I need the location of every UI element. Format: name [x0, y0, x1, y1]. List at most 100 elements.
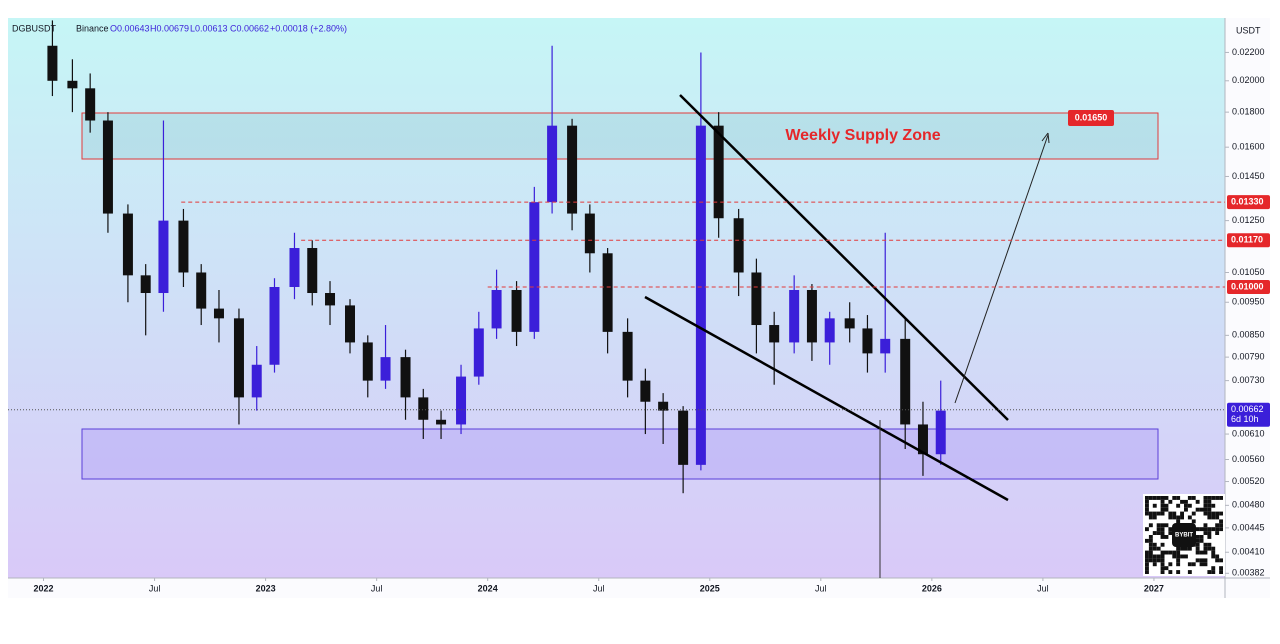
candle-body: [213, 308, 224, 319]
candle-body: [584, 213, 595, 254]
y-tick-label: 0.00950: [1232, 297, 1265, 307]
qr-cell: [1199, 562, 1204, 567]
y-tick-label: 0.01800: [1232, 107, 1265, 117]
qr-cell: [1180, 499, 1184, 504]
currency: USDT: [1236, 25, 1261, 35]
symbol: DGBUSDT: [12, 23, 57, 33]
qr-cell: [1145, 558, 1149, 563]
y-tick-label: 0.02200: [1232, 47, 1265, 57]
qr-cell: [1187, 515, 1192, 520]
qr-cell: [1160, 503, 1165, 508]
qr-cell: [1203, 550, 1208, 555]
qr-cell: [1207, 499, 1212, 504]
qr-cell: [1180, 511, 1184, 516]
qr-cell: [1156, 523, 1161, 528]
qr-cell: [1160, 550, 1165, 555]
qr-cell: [1148, 523, 1153, 528]
y-tick-label: 0.01450: [1232, 171, 1265, 181]
qr-cell: [1207, 511, 1212, 516]
qr-cell: [1172, 550, 1177, 555]
y-tick-label: 0.00850: [1232, 330, 1265, 340]
qr-cell: [1172, 496, 1177, 500]
arrow-head: [1041, 132, 1050, 144]
qr-cell: [1207, 535, 1212, 539]
qr-cell: [1164, 550, 1169, 555]
qr-cell: [1187, 570, 1192, 574]
projection-arrow: [954, 134, 1049, 404]
qr-cell: [1215, 527, 1220, 532]
candle-body: [102, 120, 113, 214]
qr-cell: [1207, 515, 1212, 520]
candle-body: [824, 318, 835, 343]
qr-code: BYBIT: [1143, 494, 1225, 576]
qr-cell: [1219, 519, 1223, 524]
candle-body: [47, 45, 58, 81]
qr-cell: [1219, 570, 1223, 574]
qr-cell: [1160, 511, 1165, 516]
qr-cell: [1203, 507, 1208, 512]
legend: DGBUSDT Binance O0.00643 H0.00679 L0.006…: [12, 23, 347, 33]
qr-cell: [1191, 519, 1196, 524]
qr-cell: [1148, 554, 1153, 559]
close: C0.00662: [230, 23, 269, 33]
qr-cell: [1164, 535, 1169, 539]
candle-body: [713, 125, 724, 219]
qr-cell: [1145, 503, 1149, 508]
y-tick-label: 0.00382: [1232, 568, 1265, 578]
candle-body: [678, 410, 689, 465]
qr-cell: [1195, 558, 1200, 563]
qr-logo: [1172, 523, 1196, 547]
candle-body: [418, 397, 429, 420]
qr-cell: [1168, 527, 1173, 532]
candle-body: [491, 289, 502, 329]
qr-cell: [1145, 499, 1149, 504]
qr-cell: [1207, 503, 1212, 508]
candle-body: [380, 357, 391, 381]
qr-cell: [1145, 511, 1149, 516]
qr-cell: [1219, 523, 1223, 528]
qr-cell: [1203, 558, 1208, 563]
candle-body: [140, 275, 151, 294]
trend-line: [679, 94, 1009, 421]
qr-cell: [1156, 531, 1161, 535]
qr-cell: [1172, 554, 1177, 559]
qr-cell: [1152, 558, 1157, 563]
qr-cell: [1211, 503, 1216, 508]
qr-cell: [1152, 554, 1157, 559]
time-axis: [8, 578, 1225, 598]
qr-cell: [1156, 558, 1161, 563]
qr-cell: [1203, 546, 1208, 551]
qr-cell: [1219, 566, 1223, 571]
qr-cell: [1211, 566, 1216, 571]
qr-cell: [1164, 507, 1169, 512]
x-tick-label: Jul: [815, 583, 827, 593]
qr-cell: [1191, 511, 1196, 516]
qr-cell: [1164, 566, 1169, 571]
candle-body: [769, 325, 780, 343]
candle-body: [269, 287, 280, 365]
qr-cell: [1180, 554, 1184, 559]
qr-cell: [1203, 496, 1208, 500]
candle-body: [733, 218, 744, 273]
supply-zone: [81, 112, 1159, 160]
qr-cell: [1176, 503, 1181, 508]
candle-body: [325, 293, 336, 306]
qr-cell: [1211, 546, 1216, 551]
qr-cell: [1152, 546, 1157, 551]
qr-cell: [1145, 538, 1149, 543]
candle-body: [751, 272, 762, 326]
qr-cell: [1145, 562, 1149, 567]
qr-cell: [1160, 531, 1165, 535]
qr-cell: [1156, 554, 1161, 559]
qr-cell: [1215, 496, 1220, 500]
qr-cell: [1160, 535, 1165, 539]
qr-cell: [1199, 558, 1204, 563]
qr-cell: [1187, 496, 1192, 500]
qr-cell: [1160, 542, 1165, 547]
qr-cell: [1211, 515, 1216, 520]
candle-body: [529, 202, 540, 332]
qr-cell: [1199, 538, 1204, 543]
x-tick-label: 2027: [1144, 583, 1164, 593]
trend-line: [644, 295, 1009, 502]
candle-body: [289, 248, 300, 288]
